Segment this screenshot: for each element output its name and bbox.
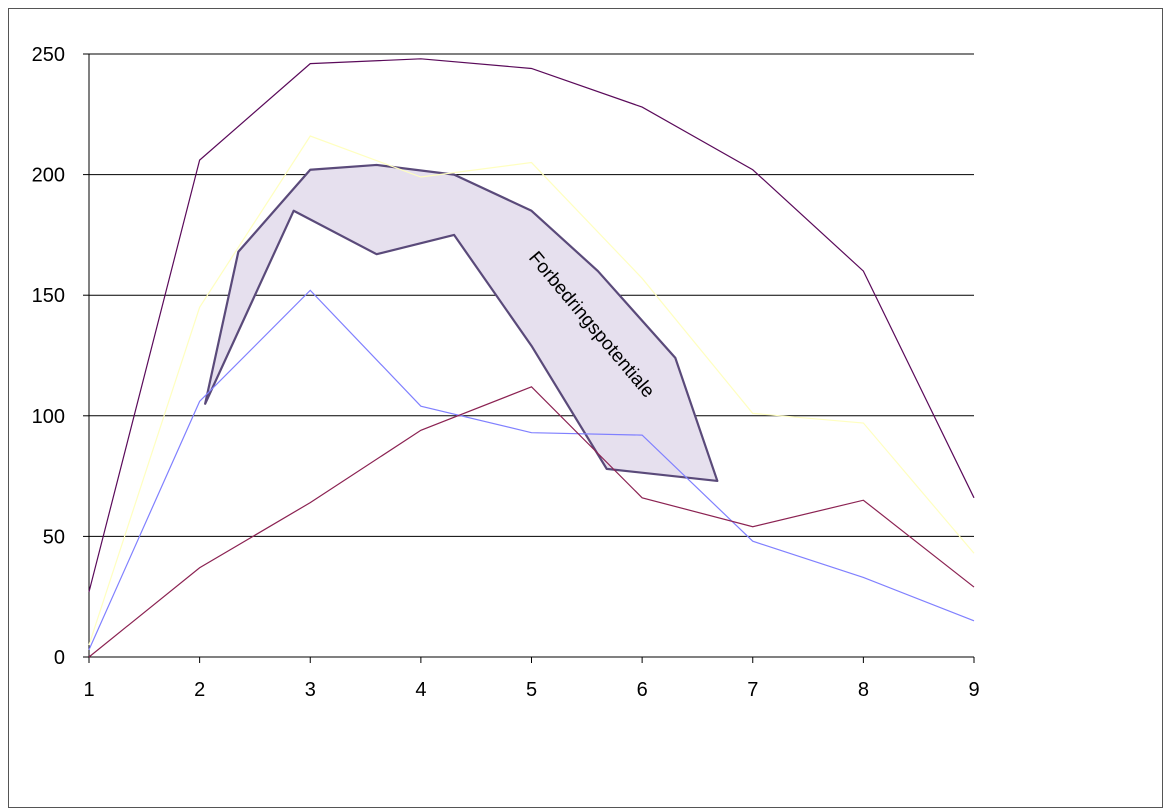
x-tick-label: 5: [526, 679, 537, 701]
y-tick-label: 150: [32, 285, 65, 307]
y-tick-label: 200: [32, 165, 65, 187]
x-tick-label: 1: [83, 679, 94, 701]
line-chart: Forbedringspotentiale 0 50 100 150 200 250 1 2 3…: [32, 44, 980, 701]
tick-labels: 0 50 100 150 200 250 1 2 3 4 5 6 7 8 9: [32, 44, 980, 701]
annotation-layer: Forbedringspotentiale: [204, 163, 719, 483]
x-tick-label: 4: [415, 679, 426, 701]
y-tick-label: 0: [54, 647, 65, 669]
series-layer: [88, 58, 975, 658]
y-tick-label: 250: [32, 44, 65, 66]
x-tick-label: 9: [968, 679, 979, 701]
x-tick-label: 2: [194, 679, 205, 701]
improvement-area: [204, 163, 719, 483]
series-line-3: [88, 289, 975, 651]
axes: [83, 53, 975, 663]
y-tick-label: 50: [43, 526, 65, 548]
y-tick-label: 100: [32, 406, 65, 428]
x-tick-label: 7: [747, 679, 758, 701]
x-tick-label: 3: [305, 679, 316, 701]
series-line-2: [88, 135, 975, 646]
x-tick-label: 8: [858, 679, 869, 701]
series-line-1: [88, 58, 975, 593]
series-line-4: [88, 386, 975, 658]
x-tick-label: 6: [637, 679, 648, 701]
